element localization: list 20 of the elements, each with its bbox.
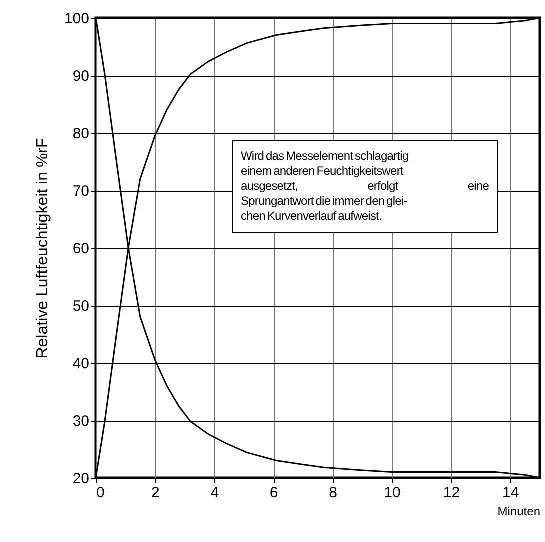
x-tick-label: 2 [152, 484, 160, 502]
x-tick-label: 4 [210, 484, 220, 502]
x-tick-label: 10 [384, 484, 401, 502]
x-tick-label: 6 [270, 484, 278, 502]
y-tick-label: 80 [72, 126, 90, 142]
annotation: Wird das Messelement schlagartig einem anderen Feuchtigkeitswert ausgesetzt, erfolgt eine Sprungantwort die immer den glei- chen Kurvenverlauf aufweist. [241, 149, 489, 224]
x-tick-label: 14 [502, 484, 520, 502]
y-tick-label: 30 [72, 413, 90, 430]
x-axis-title: Minuten [498, 504, 540, 518]
x-tick-label: 12 [443, 484, 460, 502]
y-axis-title: Relative Luftfeuchtigkeit in %rF [34, 138, 52, 359]
y-tick-label: 70 [72, 183, 90, 200]
y-tick-label: 20 [72, 470, 90, 488]
y-tick-label: 100 [64, 10, 90, 28]
y-tick-label: 50 [72, 298, 90, 315]
y-tick-label: 60 [72, 240, 90, 258]
x-tick-label: 0 [96, 484, 105, 502]
y-tick-label: 90 [72, 68, 90, 85]
x-tick-label: 8 [329, 484, 338, 502]
y-tick-label: 40 [72, 356, 90, 372]
